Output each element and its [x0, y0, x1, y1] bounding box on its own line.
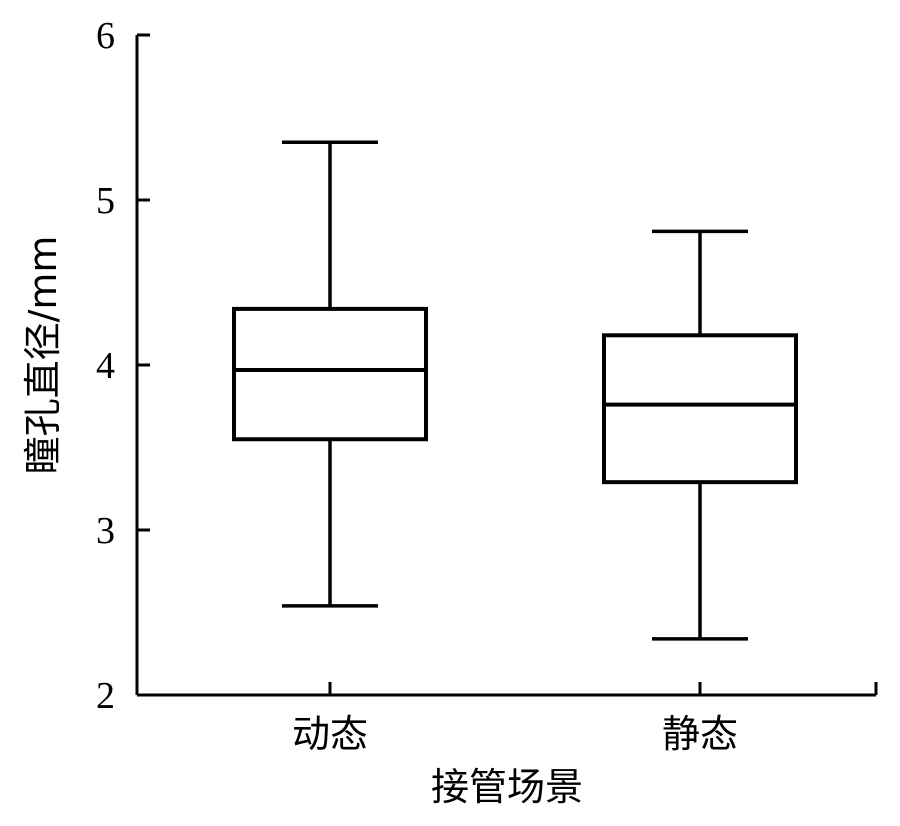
box-group-1 [602, 229, 798, 641]
y-tick-label-4: 4 [96, 345, 115, 387]
box-iqr-0 [232, 306, 428, 442]
y-axis-title: 瞳孔直径/mm [21, 236, 65, 475]
x-tick-label-0: 动态 [292, 712, 368, 756]
x-axis-title: 接管场景 [431, 765, 583, 809]
y-tick-label-2: 2 [96, 675, 115, 717]
y-tick-label-6: 6 [96, 15, 115, 57]
box-group-0 [232, 140, 428, 608]
y-tick-label-5: 5 [96, 180, 115, 222]
box-iqr-1 [602, 333, 798, 485]
x-tick-label-1: 静态 [662, 712, 738, 756]
axes: 2 3 4 5 6 动态 静态 [96, 15, 878, 756]
y-tick-label-3: 3 [96, 510, 115, 552]
boxes [232, 140, 798, 641]
